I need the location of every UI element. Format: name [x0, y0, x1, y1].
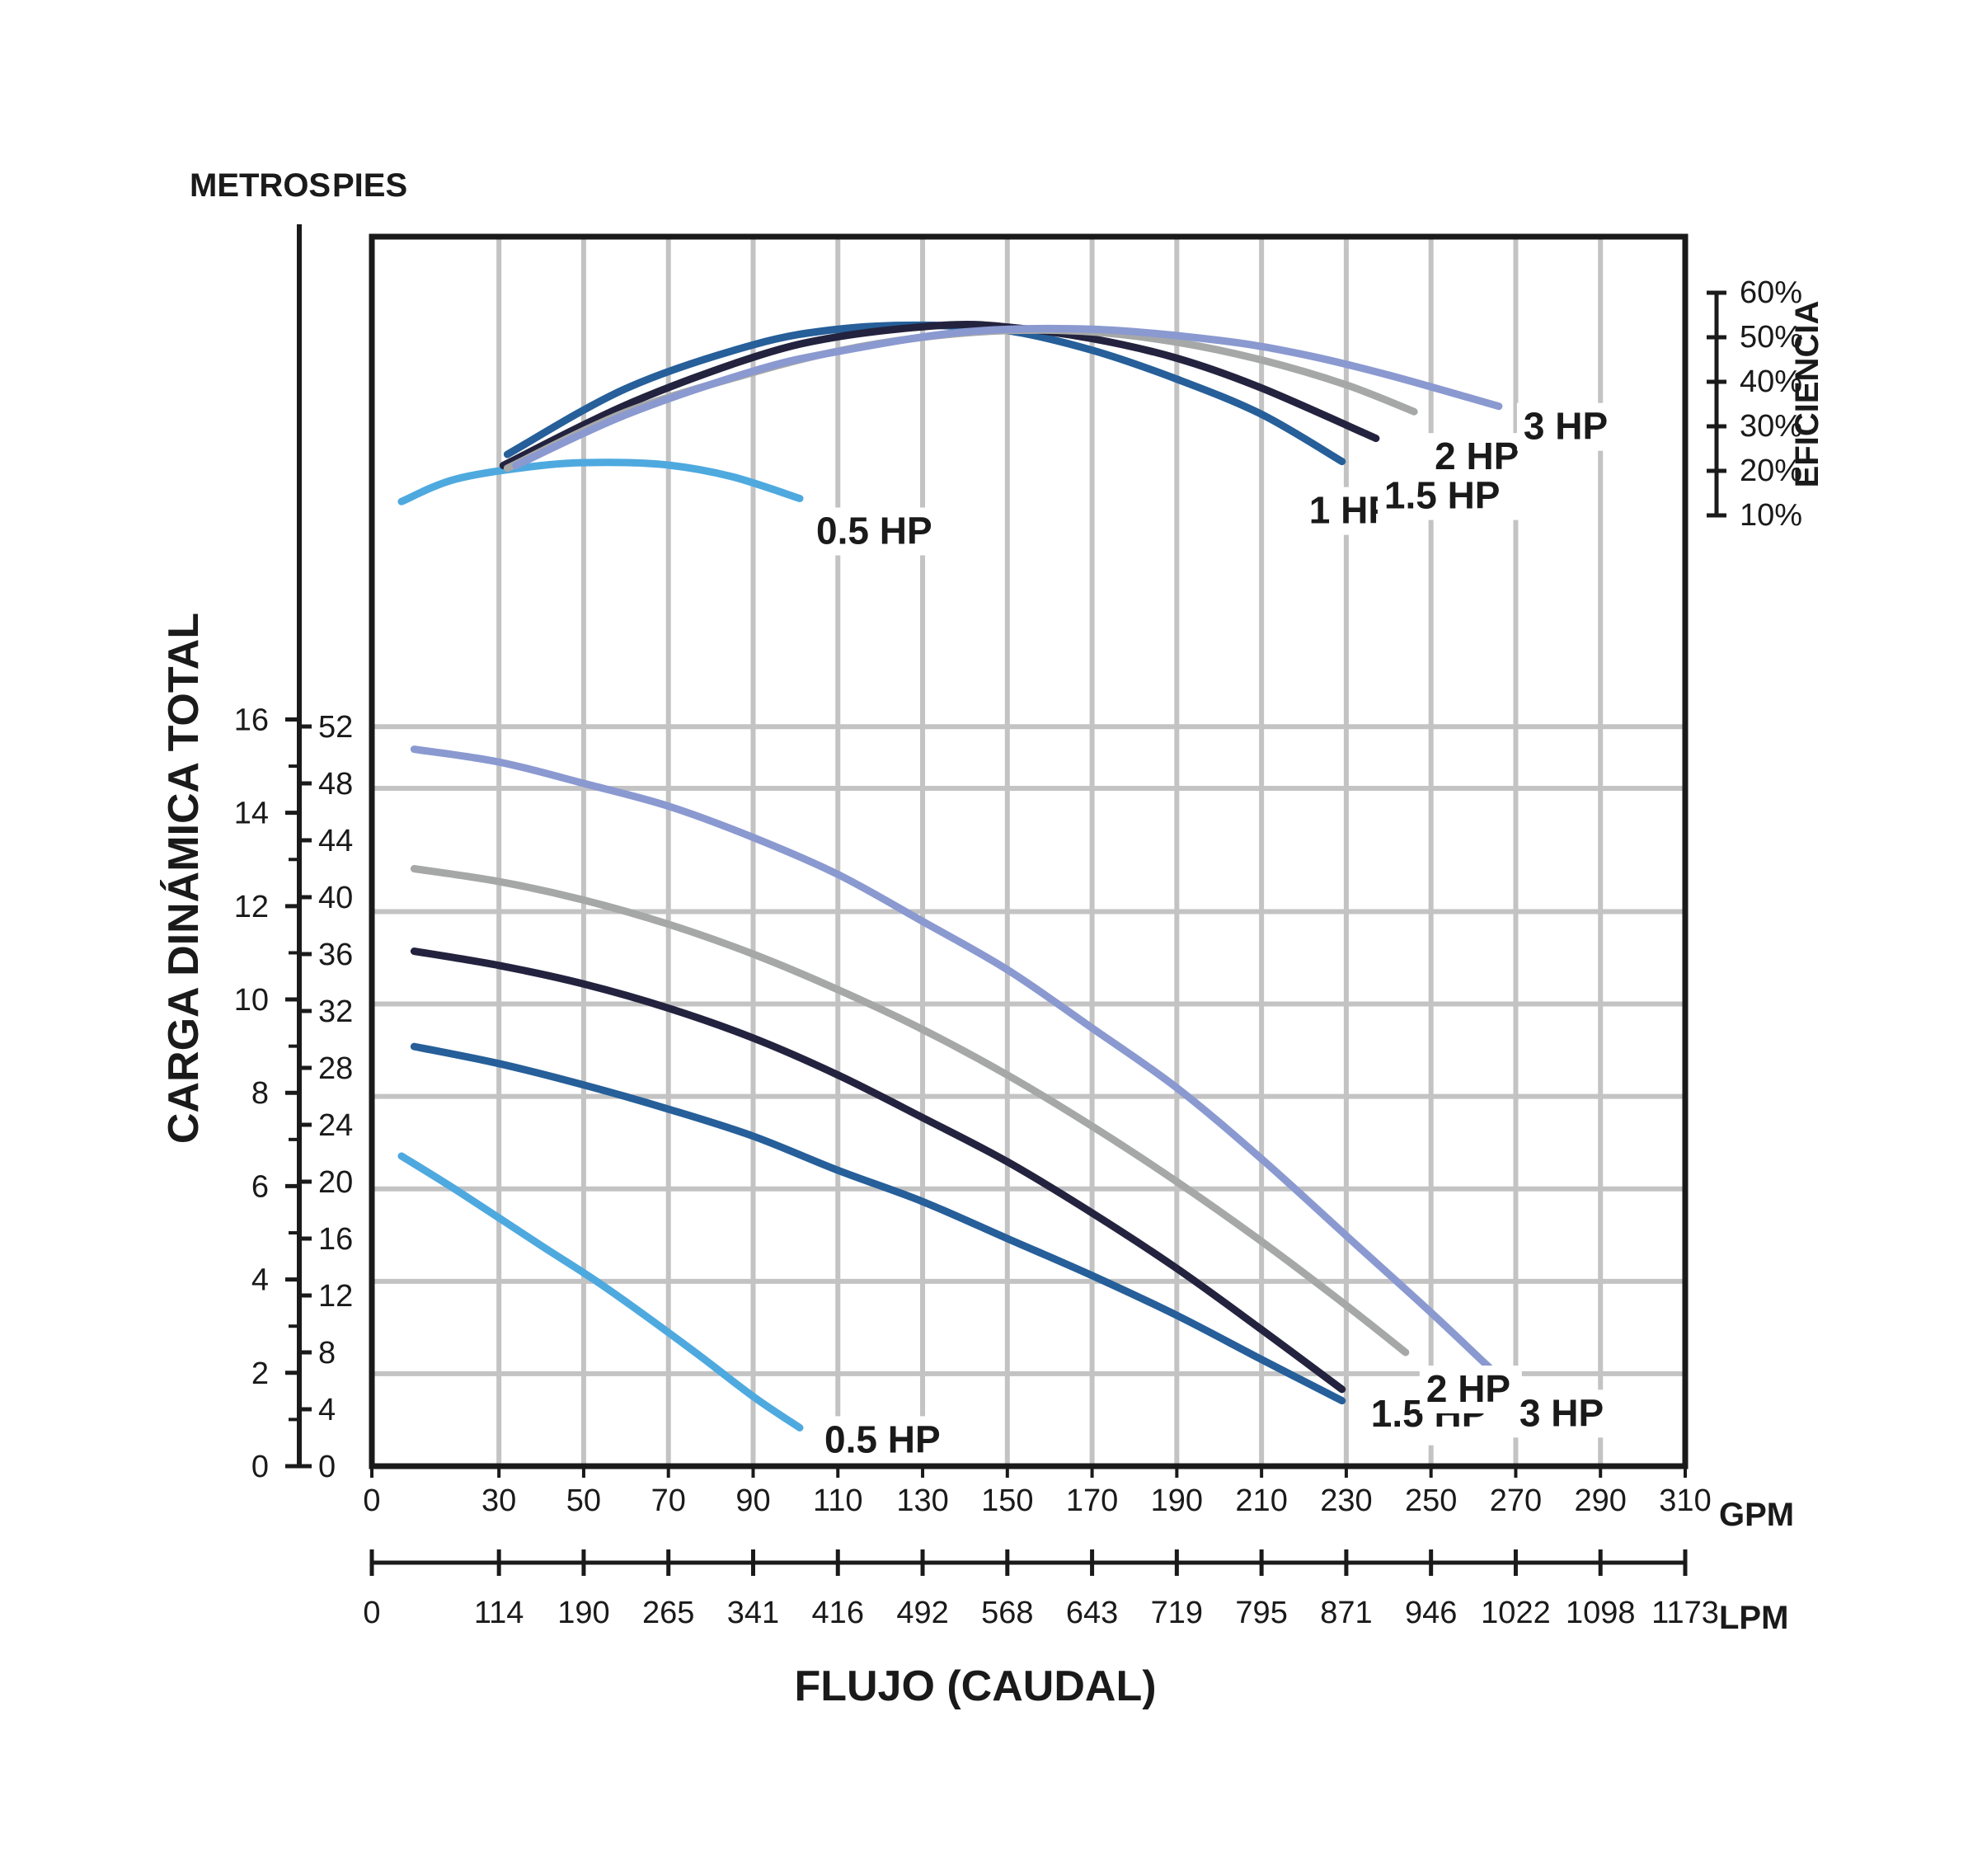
pies-tick-label: 12	[318, 1279, 353, 1314]
lpm-tick-label: 341	[727, 1596, 779, 1630]
gpm-tick-label: 190	[1151, 1483, 1203, 1518]
label-backdrop	[1419, 1366, 1522, 1413]
pies-tick-label: 8	[318, 1336, 336, 1371]
efficiency-tick-label: 40%	[1740, 364, 1802, 399]
pies-tick-label: 40	[318, 881, 353, 915]
pies-tick-label: 24	[318, 1108, 353, 1143]
curves	[397, 321, 1503, 1432]
efficiency-tick-label: 60%	[1740, 275, 1802, 310]
lpm-tick-label: 0	[363, 1596, 380, 1630]
head-curve-1-5-hp	[410, 947, 1346, 1394]
efficiency-tick-label: 10%	[1740, 498, 1802, 533]
pies-tick-label: 48	[318, 767, 353, 802]
gpm-tick-label: 150	[981, 1483, 1033, 1518]
label-backdrop	[1428, 433, 1531, 482]
lpm-tick-label: 568	[981, 1596, 1033, 1630]
gpm-tick-label: 270	[1490, 1483, 1542, 1518]
plot-frame	[369, 233, 1689, 1469]
metros-tick-label: 10	[234, 983, 269, 1018]
curve-labels: 0.5 HP1 HP1.5 HP2 HP3 HP0.5 HP1 HP1.5 HP…	[810, 402, 1619, 1465]
lpm-tick-label: 1022	[1481, 1596, 1551, 1630]
gpm-tick-label: 130	[896, 1483, 948, 1518]
lpm-tick-label: 416	[812, 1596, 864, 1630]
gpm-tick-label: 70	[651, 1483, 686, 1518]
gpm-tick-label: 50	[566, 1483, 601, 1518]
pies-tick-label: 16	[318, 1222, 353, 1257]
axes: 0481216202428323640444852024681012141610…	[234, 224, 1802, 1630]
gpm-tick-label: 210	[1235, 1483, 1287, 1518]
lpm-tick-label: 114	[474, 1596, 524, 1630]
x-axis-title: FLUJO (CAUDAL)	[794, 1662, 1156, 1710]
metros-header: METROS	[190, 167, 331, 204]
gpm-tick-label: 0	[363, 1483, 380, 1518]
lpm-tick-label: 871	[1320, 1596, 1372, 1630]
gpm-tick-label: 110	[813, 1483, 863, 1518]
label-backdrop	[810, 507, 957, 556]
label-backdrop	[1512, 1389, 1615, 1438]
lpm-tick-label: 719	[1151, 1596, 1203, 1630]
head-curve-3-hp	[410, 745, 1503, 1380]
head-label-0-5-hp: 0.5 HP	[824, 1418, 941, 1460]
pies-tick-label: 28	[318, 1051, 353, 1086]
y-axis-title: CARGA DINÁMICA TOTAL	[160, 613, 208, 1144]
head-curve-1-hp	[410, 1042, 1346, 1405]
lpm-tick-label: 492	[896, 1596, 948, 1630]
pies-tick-label: 32	[318, 994, 353, 1029]
head-label-2-hp: 2 HP	[1426, 1367, 1510, 1410]
gpm-tick-label: 170	[1066, 1483, 1118, 1518]
efficiency-curve-3-hp	[512, 324, 1503, 470]
lpm-tick-label: 190	[557, 1596, 609, 1630]
head-curve-0-5-hp	[397, 1152, 804, 1432]
efficiency-curve-0-5-hp	[397, 458, 804, 505]
gpm-header: GPM	[1719, 1497, 1794, 1533]
efficiency-tick-label: 50%	[1740, 320, 1802, 355]
label-backdrop	[818, 1416, 965, 1465]
metros-tick-label: 6	[251, 1169, 269, 1204]
label-backdrop	[1516, 402, 1619, 451]
lpm-tick-label: 643	[1066, 1596, 1118, 1630]
gpm-tick-label: 230	[1320, 1483, 1372, 1518]
lpm-header: LPM	[1719, 1600, 1788, 1636]
metros-tick-label: 14	[234, 797, 269, 831]
head-label-3-hp: 3 HP	[1519, 1391, 1604, 1434]
gpm-tick-label: 90	[735, 1483, 770, 1518]
efficiency-label-0-5-hp: 0.5 HP	[816, 509, 932, 552]
head-curve-2-hp	[410, 865, 1410, 1356]
metros-tick-label: 4	[251, 1263, 269, 1298]
metros-tick-label: 0	[251, 1450, 269, 1484]
pies-tick-label: 44	[318, 824, 353, 858]
pies-tick-label: 0	[318, 1450, 336, 1484]
lpm-tick-label: 1098	[1566, 1596, 1636, 1630]
efficiency-label-2-hp: 2 HP	[1435, 435, 1519, 477]
gpm-tick-label: 30	[481, 1483, 516, 1518]
efficiency-tick-label: 20%	[1740, 454, 1802, 488]
metros-tick-label: 16	[234, 703, 269, 737]
metros-tick-label: 12	[234, 890, 269, 924]
lpm-tick-label: 265	[642, 1596, 694, 1630]
gpm-tick-label: 310	[1659, 1483, 1711, 1518]
pies-tick-label: 52	[318, 710, 353, 745]
lpm-tick-label: 795	[1235, 1596, 1287, 1630]
pies-tick-label: 36	[318, 938, 353, 972]
efficiency-label-3-hp: 3 HP	[1524, 405, 1608, 448]
lpm-tick-label: 946	[1405, 1596, 1457, 1630]
efficiency-tick-label: 30%	[1740, 409, 1802, 444]
metros-tick-label: 2	[251, 1356, 269, 1391]
pies-header: PIES	[332, 167, 407, 204]
efficiency-label-1-5-hp: 1.5 HP	[1384, 474, 1501, 517]
efficiency-curve-1-5-hp	[499, 321, 1380, 470]
pies-tick-label: 4	[318, 1393, 336, 1427]
lpm-tick-label: 1173	[1651, 1596, 1719, 1630]
efficiency-axis-title: EFICIENCIA	[1789, 301, 1825, 488]
pies-tick-label: 20	[318, 1165, 353, 1200]
gpm-tick-label: 250	[1405, 1483, 1457, 1518]
metros-tick-label: 8	[251, 1076, 269, 1111]
gpm-tick-label: 290	[1575, 1483, 1627, 1518]
